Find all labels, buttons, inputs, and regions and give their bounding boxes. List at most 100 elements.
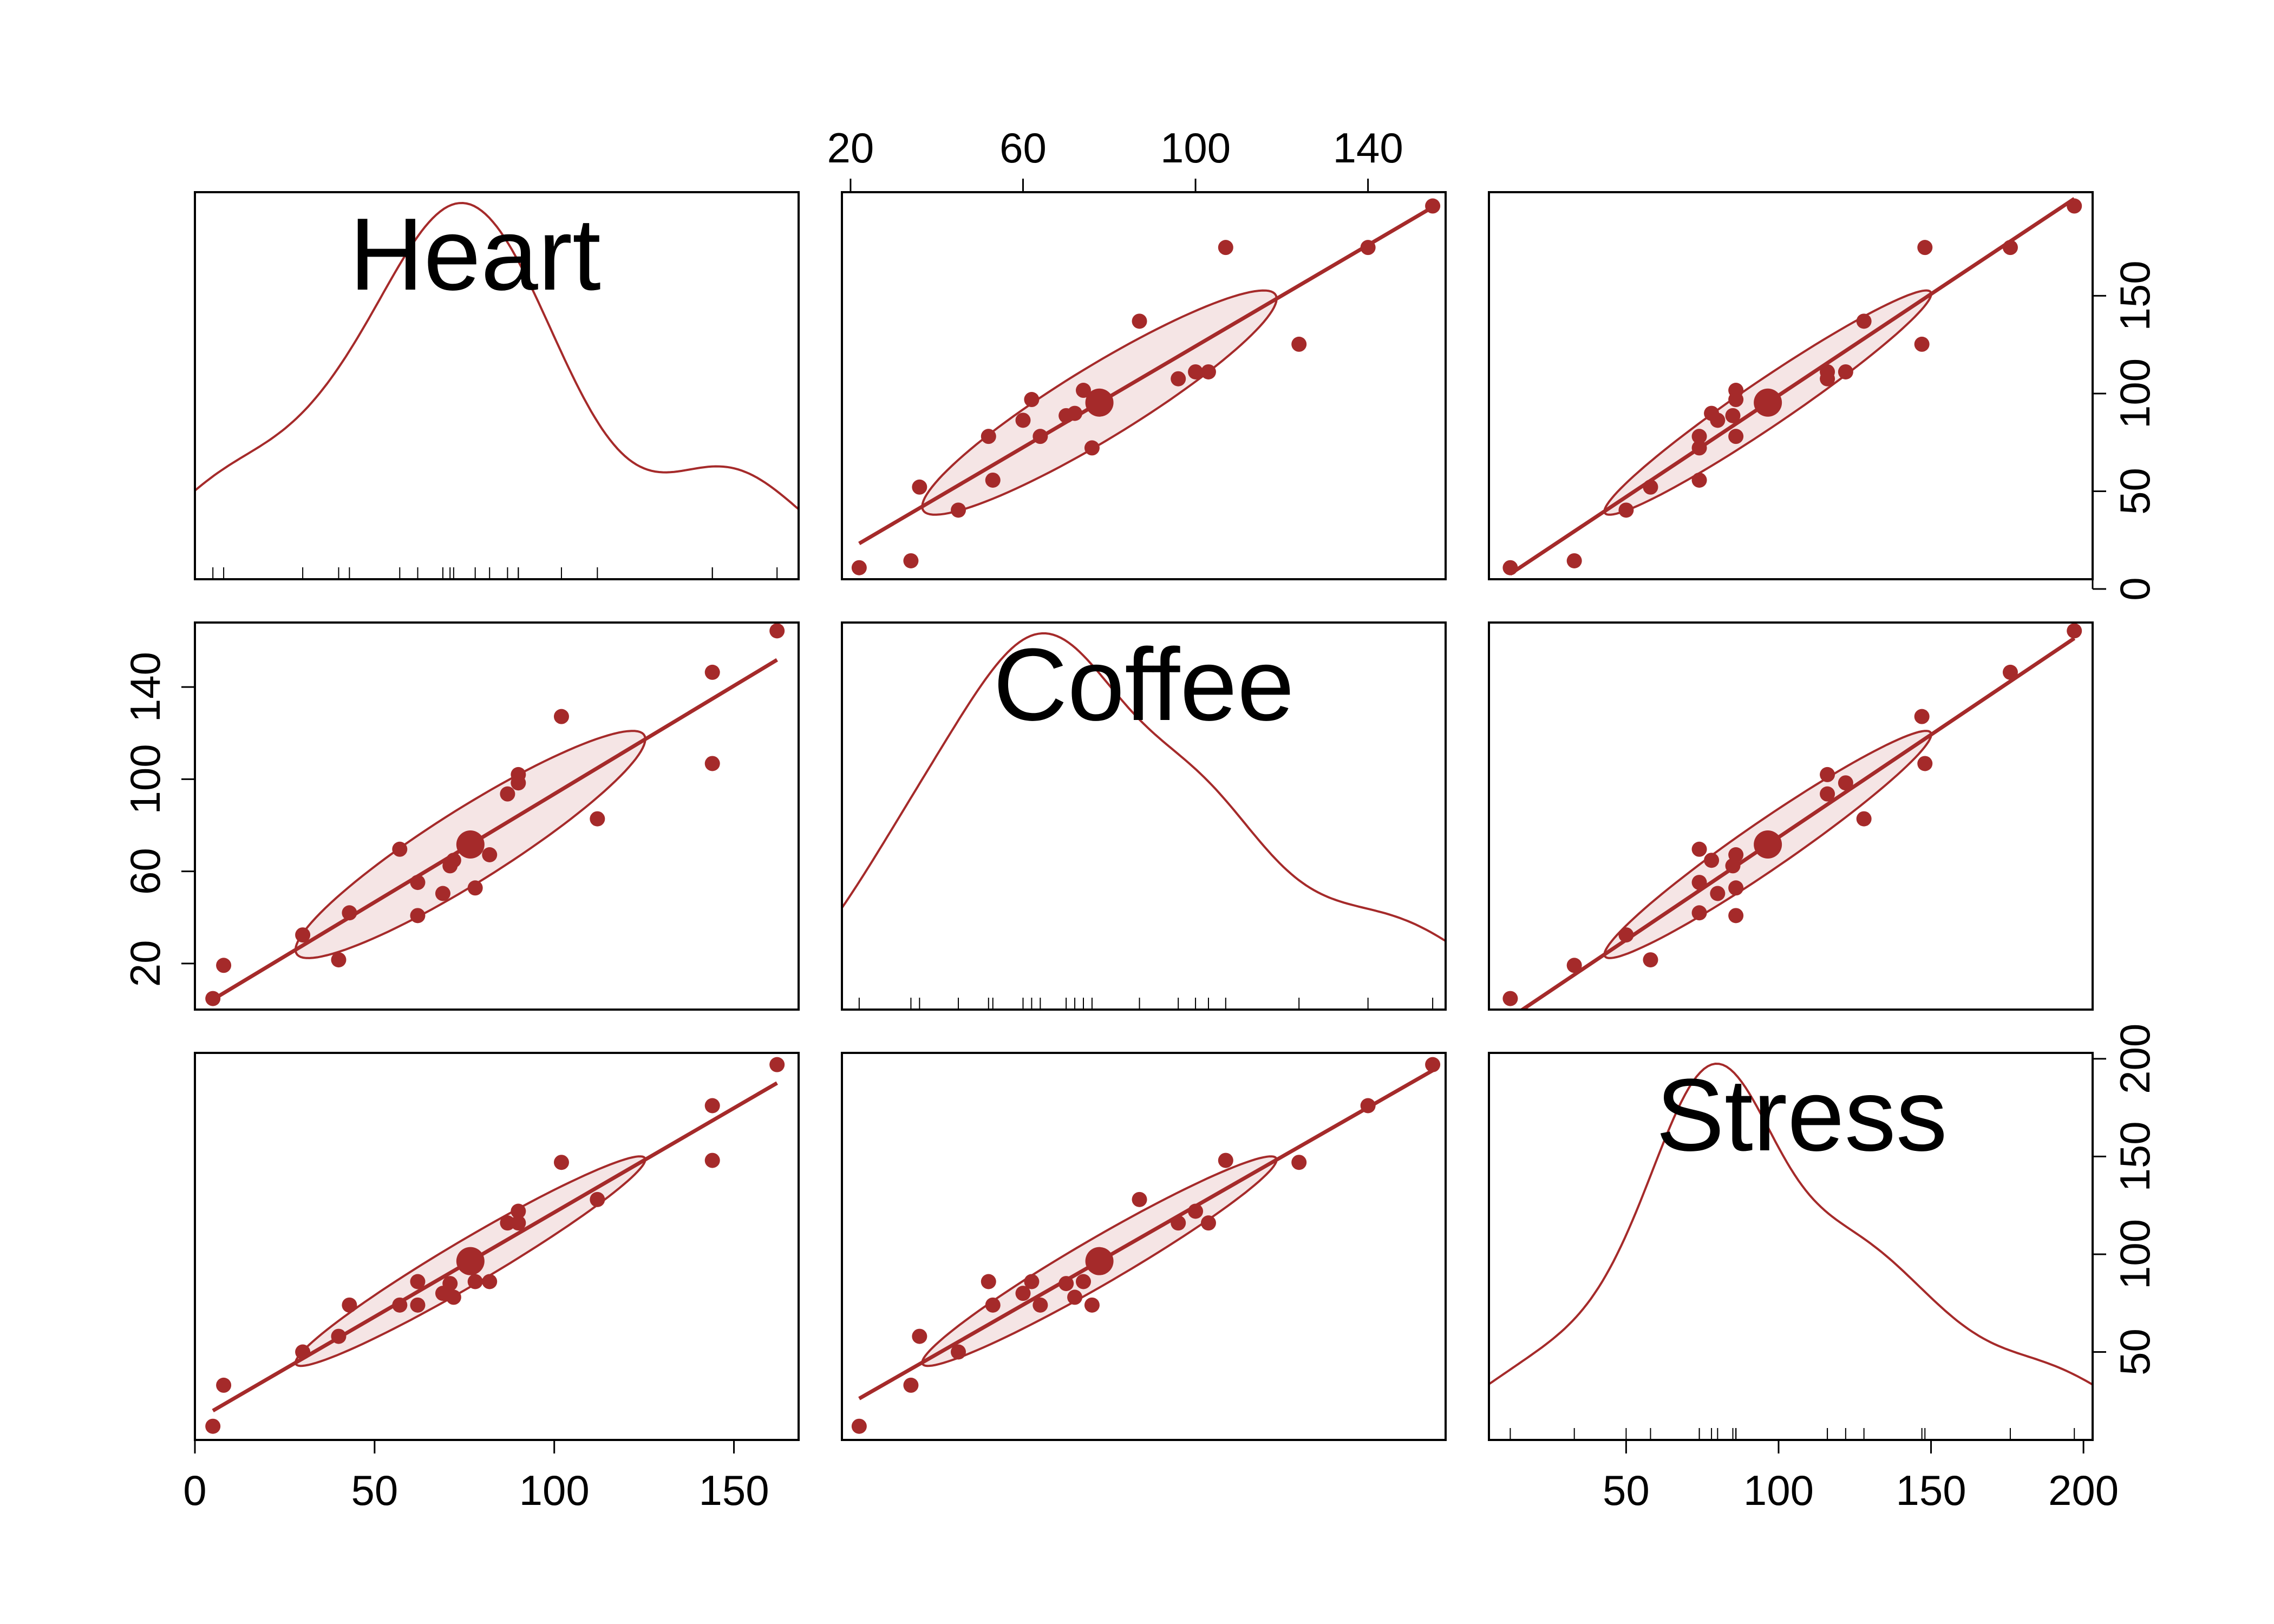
data-point [1067, 405, 1083, 421]
data-point [1218, 1152, 1233, 1168]
data-point [2067, 623, 2082, 639]
data-point [342, 1297, 357, 1313]
data-point [1033, 429, 1048, 444]
density-curve [1489, 1062, 2093, 1386]
data-point [851, 1418, 867, 1434]
data-point [216, 1377, 232, 1393]
data-point [1076, 1274, 1091, 1289]
tick-label: 100 [519, 1466, 590, 1514]
panel-content [1489, 1062, 2093, 1440]
data-point [1618, 927, 1634, 943]
panel-content [851, 198, 1441, 575]
data-point [1725, 408, 1741, 423]
data-point [331, 952, 347, 968]
data-point [1188, 364, 1204, 379]
data-point [1728, 383, 1744, 398]
data-point [1015, 412, 1031, 428]
panel-frame [841, 1052, 1447, 1441]
tick-label: 60 [121, 848, 169, 895]
panel-frame [841, 621, 1447, 1011]
tick-label: 200 [2048, 1466, 2119, 1514]
data-point [903, 553, 919, 568]
data-point [981, 1274, 996, 1289]
data-point [704, 1098, 720, 1114]
data-point [392, 841, 408, 857]
data-point [951, 1344, 966, 1360]
panel-heart-stress [1488, 191, 2094, 580]
tick-label: 100 [1743, 1466, 1814, 1514]
data-point [1856, 313, 1872, 329]
x-axis-heart-bottom: 0 50 100 150 [183, 1439, 769, 1514]
panel-content [1502, 623, 2082, 1010]
data-point [331, 1328, 347, 1344]
data-point [1691, 429, 1707, 444]
data-point [1360, 1098, 1376, 1114]
data-point [1820, 786, 1835, 802]
density-curve [842, 632, 1446, 942]
data-point [985, 1297, 1001, 1313]
data-point [704, 664, 720, 680]
regression-line [1519, 637, 2076, 1010]
panel-coffee-coffee: Coffee [841, 621, 1447, 1011]
regression-line [858, 205, 1434, 546]
data-point [2002, 664, 2018, 680]
data-point [295, 927, 311, 943]
regression-line [212, 1081, 778, 1413]
data-point [1728, 847, 1744, 862]
data-point [205, 991, 221, 1006]
data-point [704, 756, 720, 771]
data-point [410, 908, 426, 924]
tick-label: 20 [827, 124, 874, 172]
data-point [1171, 371, 1186, 387]
data-point [1643, 479, 1658, 495]
data-point [1291, 1155, 1307, 1170]
data-point [1728, 908, 1744, 924]
data-point [435, 886, 450, 901]
data-point [1710, 886, 1726, 901]
centroid-point [1085, 388, 1114, 417]
panel-heart-heart: Heart [194, 191, 800, 580]
panel-frame [1488, 621, 2094, 1011]
panel-coffee-stress [1488, 621, 2094, 1011]
y-axis-stress-right-bottom: 50 100 150 200 [2092, 1024, 2159, 1376]
panel-frame [194, 191, 800, 580]
data-point [1188, 1203, 1204, 1219]
data-point [1084, 1297, 1100, 1313]
tick-label: 150 [2111, 1121, 2159, 1191]
panel-content [842, 632, 1446, 1010]
tick-label: 150 [2111, 260, 2159, 331]
data-point [1024, 392, 1040, 408]
data-point [1132, 1191, 1147, 1207]
tick-label: 0 [2111, 577, 2159, 600]
variable-label-stress: Stress [1656, 1058, 1947, 1173]
data-point [1691, 841, 1707, 857]
regression-line [212, 658, 778, 1001]
data-point [1015, 1286, 1031, 1301]
tick-label: 100 [121, 744, 169, 814]
data-point [1566, 553, 1582, 568]
panel-content [205, 623, 785, 1006]
data-point [410, 875, 426, 890]
data-point [1643, 952, 1658, 968]
data-point [1914, 336, 1930, 352]
variable-label-coffee: Coffee [993, 627, 1294, 742]
data-point [1171, 1215, 1186, 1231]
data-point [295, 1344, 311, 1360]
tick-label: 60 [999, 124, 1047, 172]
data-point [500, 786, 515, 802]
data-point [1024, 1274, 1040, 1289]
data-point [704, 1152, 720, 1168]
x-axis-stress-bottom: 50 100 150 200 [1603, 1439, 2119, 1514]
tick-label: 100 [2111, 1219, 2159, 1289]
data-point [1425, 198, 1441, 214]
panel-content [205, 1057, 785, 1434]
tick-label: 50 [2111, 1328, 2159, 1376]
data-point [1838, 364, 1853, 379]
data-point [985, 472, 1001, 488]
data-point [446, 1289, 461, 1305]
data-point [511, 1203, 526, 1219]
data-point [511, 767, 526, 782]
panel-stress-heart [194, 1052, 800, 1441]
tick-label: 150 [1896, 1466, 1966, 1514]
